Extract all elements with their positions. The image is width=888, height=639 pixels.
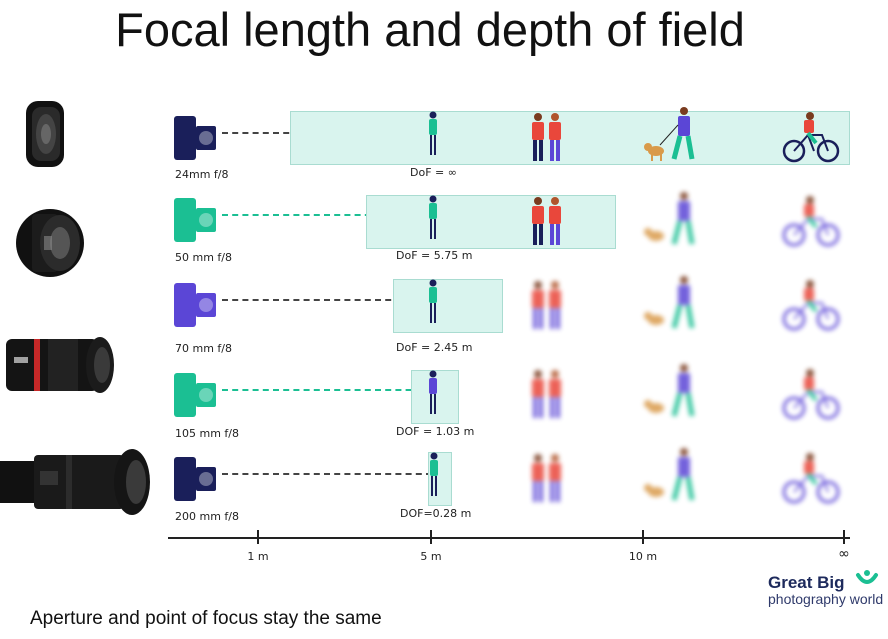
brand-logo: Great Big photography world xyxy=(768,570,884,607)
camera-icon xyxy=(172,116,220,164)
dof-label: DOF = 1.03 m xyxy=(396,425,475,438)
subject-woman-icon xyxy=(426,111,440,159)
axis-label-10m: 10 m xyxy=(628,550,658,563)
focus-line xyxy=(222,389,432,391)
dof-zone xyxy=(290,111,850,165)
dog-walker-blurred-icon xyxy=(640,274,700,332)
axis-label-1m: 1 m xyxy=(247,550,269,563)
dog-walker-blurred-icon xyxy=(640,190,700,248)
camera-icon xyxy=(172,198,220,246)
page-title: Focal length and depth of field xyxy=(115,3,745,56)
lens-super-telephoto-icon xyxy=(0,447,154,517)
dog-walker-blurred-icon xyxy=(640,362,700,420)
couple-blurred-icon xyxy=(528,452,566,504)
cyclist-blurred-icon xyxy=(782,368,840,420)
distance-axis xyxy=(168,537,850,539)
subject-woman-icon xyxy=(426,279,440,327)
camera-label: 50 mm f/8 xyxy=(175,251,232,264)
lens-pancake-icon xyxy=(22,97,68,171)
couple-blurred-icon xyxy=(528,279,566,331)
dof-label: DoF = 2.45 m xyxy=(396,341,473,354)
camera-label: 70 mm f/8 xyxy=(175,342,232,355)
dof-label: DoF = 5.75 m xyxy=(396,249,473,262)
focus-line xyxy=(222,299,432,301)
dof-zone xyxy=(393,279,503,333)
couple-icon xyxy=(528,111,566,163)
logo-line1: Great Big xyxy=(768,573,845,592)
caption: Aperture and point of focus stay the sam… xyxy=(30,608,382,629)
lens-telephoto-icon xyxy=(4,333,116,397)
camera-label: 105 mm f/8 xyxy=(175,427,239,440)
subject-woman-icon xyxy=(426,370,440,418)
focus-line xyxy=(222,214,432,216)
cyclist-blurred-icon xyxy=(782,452,840,504)
cyclist-icon xyxy=(782,111,840,163)
couple-icon xyxy=(528,195,566,247)
dog-walker-blurred-icon xyxy=(640,446,700,504)
couple-blurred-icon xyxy=(528,368,566,420)
camera-icon xyxy=(172,373,220,421)
focus-line xyxy=(222,473,432,475)
cyclist-blurred-icon xyxy=(782,279,840,331)
logo-line2: photography world xyxy=(768,591,884,607)
subject-woman-icon xyxy=(426,195,440,243)
logo-heart-icon xyxy=(854,569,880,597)
axis-tick-10m xyxy=(642,530,644,544)
camera-icon xyxy=(172,457,220,505)
dog-walker-icon xyxy=(640,105,700,163)
subject-woman-icon xyxy=(427,452,441,500)
axis-label-5m: 5 m xyxy=(420,550,442,563)
dof-zone xyxy=(366,195,616,249)
cyclist-blurred-icon xyxy=(782,195,840,247)
axis-tick-5m xyxy=(430,530,432,544)
dof-label: DOF=0.28 m xyxy=(400,507,472,520)
lens-standard-icon xyxy=(14,208,86,278)
camera-icon xyxy=(172,283,220,331)
camera-label: 200 mm f/8 xyxy=(175,510,239,523)
dof-label: DoF = ∞ xyxy=(410,166,457,179)
camera-label: 24mm f/8 xyxy=(175,168,229,181)
axis-tick-infinity xyxy=(843,530,845,544)
axis-label-infinity: ∞ xyxy=(838,546,850,562)
axis-tick-1m xyxy=(257,530,259,544)
